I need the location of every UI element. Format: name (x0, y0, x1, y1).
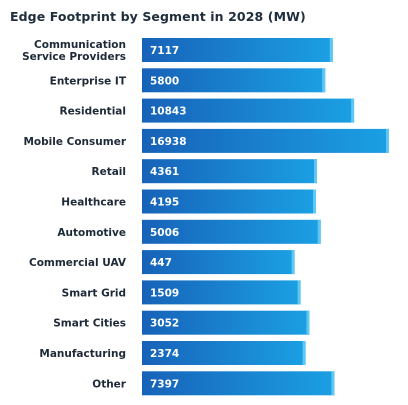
bar-edge-highlight (329, 38, 333, 62)
category-label-line: Healthcare (61, 197, 126, 209)
category-label-line: Smart Cities (53, 318, 126, 330)
bar (142, 341, 306, 365)
value-label: 5800 (150, 75, 179, 87)
category-label-line: Service Providers (22, 51, 126, 63)
value-label: 10843 (150, 106, 187, 118)
value-label: 16938 (150, 136, 187, 148)
category-label-line: Other (92, 378, 127, 390)
category-label: Smart Cities (53, 318, 126, 330)
bar-edge-highlight (322, 68, 326, 93)
value-label: 4195 (150, 197, 179, 209)
category-label-line: Enterprise IT (50, 75, 127, 87)
category-label-line: Manufacturing (39, 348, 126, 360)
category-label-line: Residential (60, 106, 126, 118)
category-label: Smart Grid (62, 287, 126, 299)
bar (142, 98, 355, 123)
bar-edge-highlight (291, 250, 295, 275)
bar-edge-highlight (306, 310, 310, 335)
category-label: Residential (60, 106, 126, 118)
category-label: Healthcare (61, 197, 126, 209)
bar (142, 128, 389, 153)
bar-edge-highlight (386, 128, 389, 153)
value-label: 7117 (150, 45, 179, 57)
value-label: 7397 (150, 378, 179, 390)
category-label: Automotive (57, 227, 126, 239)
bar-edge-highlight (351, 98, 355, 123)
bar-edge-highlight (331, 371, 335, 396)
category-label-line: Communication (34, 39, 126, 51)
bar (142, 38, 333, 62)
bar (142, 371, 335, 396)
category-label-line: Smart Grid (62, 287, 126, 299)
category-label: Enterprise IT (50, 75, 127, 87)
bars-layer: 7117 Communication Service Providers 5800 En… (22, 38, 389, 396)
bar (142, 310, 310, 335)
bar-edge-highlight (302, 341, 306, 365)
value-label: 447 (150, 257, 172, 269)
bar (142, 219, 321, 244)
value-label: 1509 (150, 287, 179, 299)
category-label-line: Commercial UAV (29, 257, 127, 269)
category-label-line: Automotive (57, 227, 126, 239)
category-label-line: Mobile Consumer (23, 136, 126, 148)
category-label: Retail (91, 166, 126, 178)
bar-edge-highlight (313, 189, 316, 214)
bar (142, 280, 301, 305)
chart-title: Edge Footprint by Segment in 2028 (MW) (10, 9, 306, 24)
category-label-line: Retail (91, 166, 126, 178)
category-label: Commercial UAV (29, 257, 127, 269)
category-label: Mobile Consumer (23, 136, 126, 148)
bar (142, 68, 326, 93)
category-label: Manufacturing (39, 348, 126, 360)
value-label: 2374 (150, 348, 179, 360)
bar-edge-highlight (314, 159, 317, 184)
value-label: 5006 (150, 227, 179, 239)
category-label: Other (92, 378, 127, 390)
bar-edge-highlight (317, 219, 321, 244)
value-label: 4361 (150, 166, 179, 178)
bar-edge-highlight (297, 280, 301, 305)
category-label: Communication Service Providers (22, 39, 126, 63)
bar (142, 250, 295, 275)
bar (142, 189, 316, 214)
value-label: 3052 (150, 318, 179, 330)
bar (142, 159, 317, 184)
